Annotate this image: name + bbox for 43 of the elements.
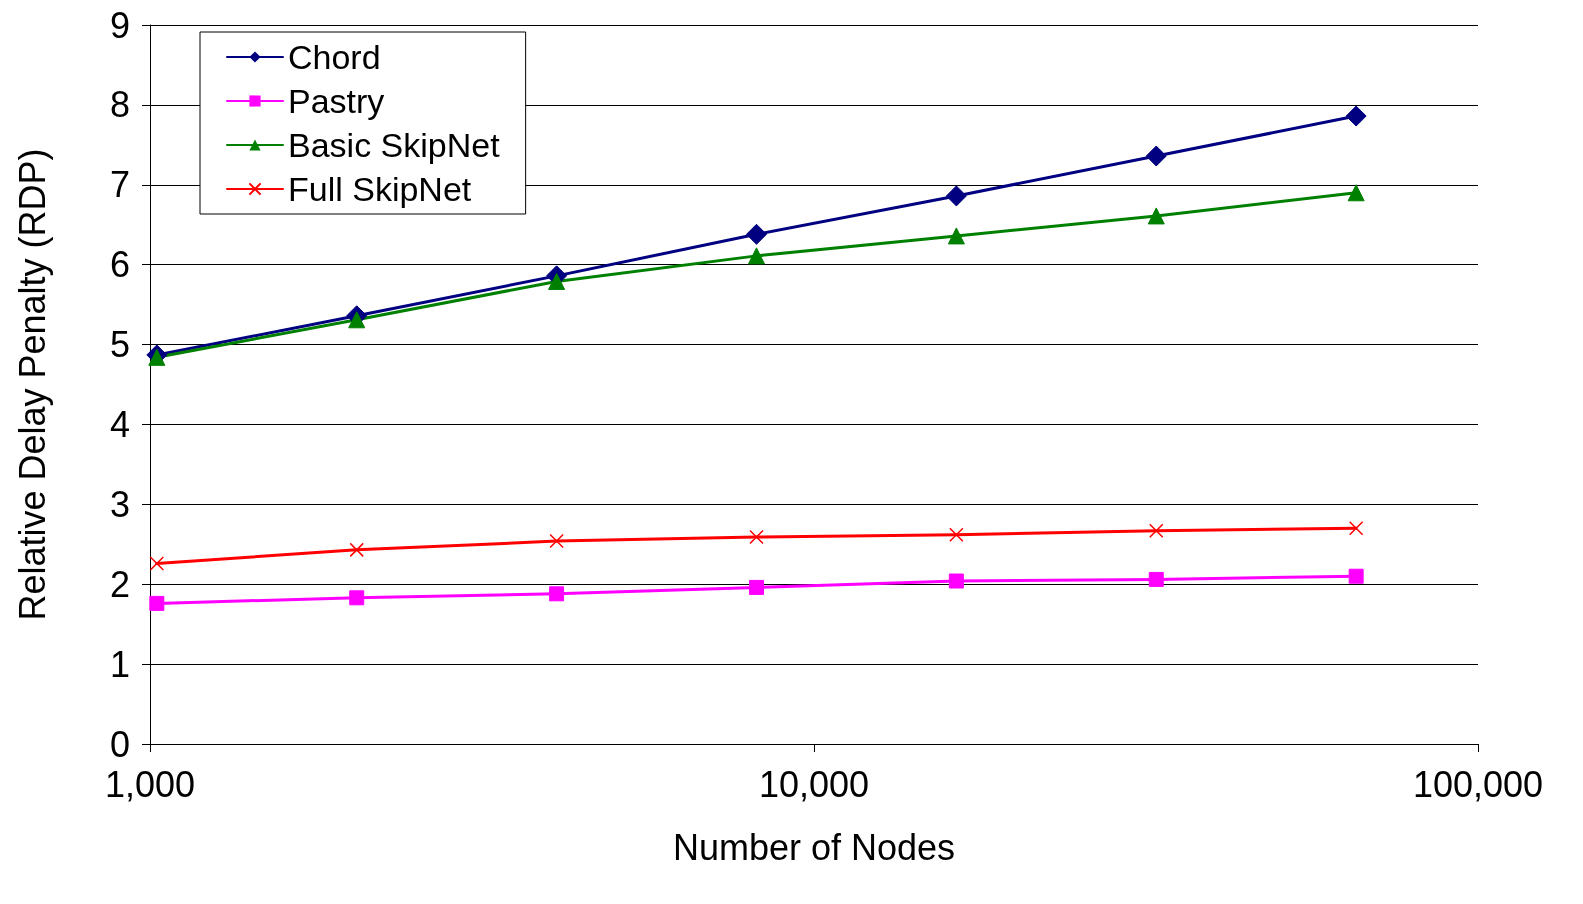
point	[349, 542, 364, 558]
y-tick-label: 3	[109, 483, 130, 525]
point	[1345, 105, 1367, 127]
point	[1145, 145, 1167, 167]
point	[1348, 568, 1364, 584]
point	[548, 272, 566, 290]
point	[1149, 523, 1164, 538]
y-tick-label: 6	[109, 244, 130, 286]
legend-label: Chord	[288, 38, 381, 76]
legend-label: Basic SkipNet	[288, 126, 501, 164]
point	[1147, 207, 1165, 225]
point	[949, 527, 964, 542]
point	[947, 227, 965, 245]
point	[149, 595, 165, 611]
point	[748, 579, 764, 595]
point	[349, 590, 365, 606]
y-tick-label: 7	[109, 164, 130, 206]
x-tick-label: 1,000	[104, 763, 196, 805]
point	[149, 556, 165, 571]
y-tick-label: 0	[109, 723, 130, 765]
y-tick-label: 8	[109, 84, 130, 126]
point	[1347, 184, 1365, 202]
x-tick-label: 100,000	[1412, 763, 1544, 805]
legend-label: Pastry	[288, 82, 385, 120]
y-axis-title: Relative Delay Penalty (RDP)	[11, 148, 53, 621]
point	[348, 311, 366, 329]
y-tick-label: 5	[109, 324, 130, 366]
y-tick-label: 9	[109, 4, 130, 46]
x-tick-label: 10,000	[758, 763, 870, 805]
point	[948, 573, 964, 589]
point	[747, 247, 765, 265]
point	[1148, 571, 1164, 587]
y-tick-label: 4	[109, 403, 130, 445]
x-axis-title: Number of Nodes	[672, 826, 956, 868]
point	[1348, 521, 1364, 536]
y-tick-label: 1	[109, 643, 130, 685]
point	[945, 185, 967, 207]
point	[549, 586, 565, 602]
legend-label: Full SkipNet	[288, 170, 472, 208]
point	[549, 533, 564, 549]
y-tick-label: 2	[109, 563, 130, 605]
point	[749, 529, 764, 545]
point	[745, 223, 767, 245]
